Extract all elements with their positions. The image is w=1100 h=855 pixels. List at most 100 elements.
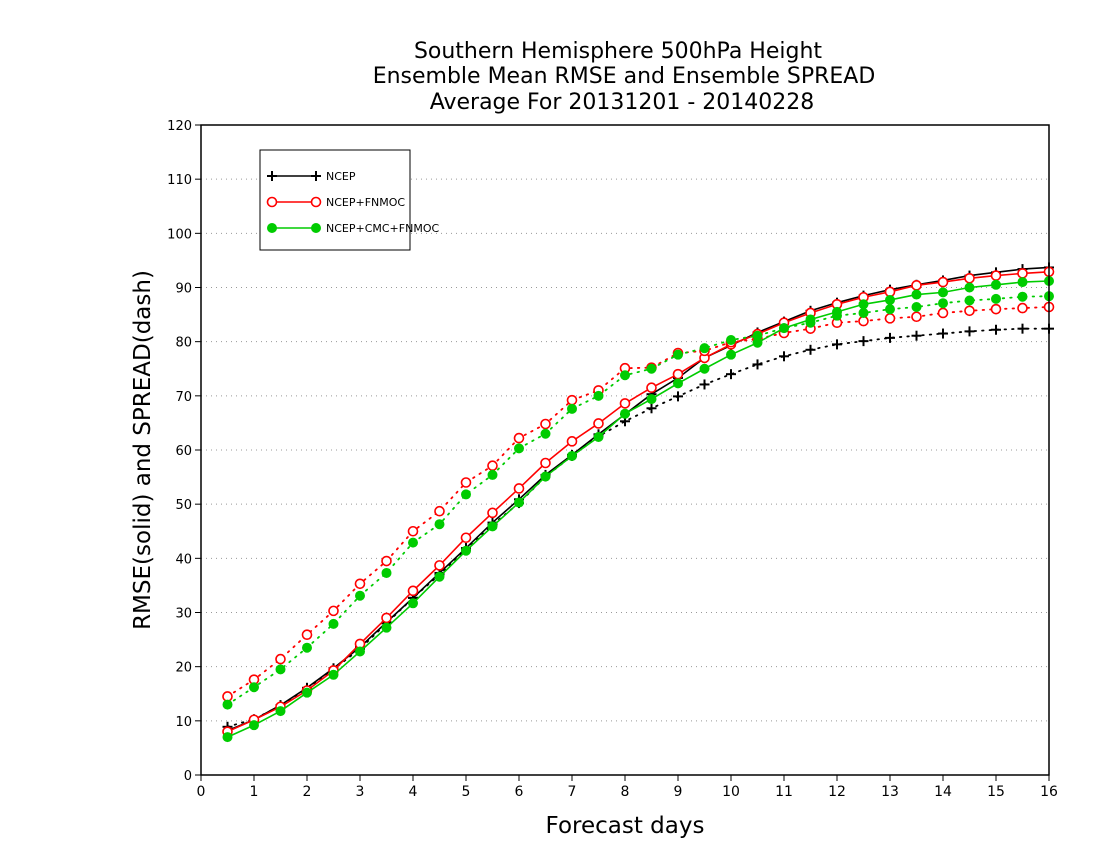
spread-point-ncep xyxy=(885,332,895,343)
chart-title: Southern Hemisphere 500hPa Height Ensemb… xyxy=(373,39,876,115)
spread-line-ncep-fnmoc xyxy=(226,306,1050,698)
rmse-line-ncep xyxy=(227,266,1050,732)
legend-marker-ncep-fnmoc xyxy=(310,196,322,208)
series-ncep xyxy=(222,262,1054,736)
y-tick-label: 50 xyxy=(175,498,192,513)
legend-label-ncep-cmc-fnmoc: NCEP+CMC+FNMOC xyxy=(326,222,439,235)
spread-point-ncep-cmc-fnmoc xyxy=(646,363,657,374)
x-tick-label: 14 xyxy=(934,784,952,800)
y-tick-label: 0 xyxy=(184,769,192,784)
rmse-point-ncep-cmc-fnmoc xyxy=(646,394,657,405)
legend: NCEP NCEP+FNMOC NCEP+CMC+FNMOC xyxy=(259,149,439,251)
spread-point-ncep-fnmoc xyxy=(328,605,339,617)
rmse-point-ncep-cmc-fnmoc xyxy=(222,732,233,743)
spread-point-ncep-fnmoc xyxy=(540,418,551,430)
spread-point-ncep-fnmoc xyxy=(513,432,525,444)
rmse-point-ncep-cmc-fnmoc xyxy=(461,545,471,556)
rmse-point-ncep-fnmoc xyxy=(619,398,631,409)
legend-marker-ncep xyxy=(311,171,321,181)
spread-point-ncep-cmc-fnmoc xyxy=(461,489,471,500)
y-tick-label: 20 xyxy=(175,661,192,676)
legend-box xyxy=(259,149,411,251)
x-tick-label: 7 xyxy=(568,784,577,800)
spread-point-ncep-fnmoc xyxy=(566,394,578,406)
spread-point-ncep-cmc-fnmoc xyxy=(752,330,763,341)
x-axis-label: Forecast days xyxy=(546,813,705,839)
x-tick-label: 3 xyxy=(356,784,365,800)
rmse-line-ncep-fnmoc xyxy=(227,270,1050,733)
y-tick-label: 10 xyxy=(175,715,192,730)
y-tick-label: 60 xyxy=(175,444,192,459)
spread-point-ncep-cmc-fnmoc xyxy=(1017,291,1028,302)
spread-point-ncep-cmc-fnmoc xyxy=(434,519,445,530)
rmse-point-ncep-cmc-fnmoc xyxy=(699,363,710,374)
rmse-point-ncep-fnmoc xyxy=(407,585,419,597)
rmse-point-ncep-cmc-fnmoc xyxy=(540,471,551,482)
spread-point-ncep-fnmoc xyxy=(1017,302,1028,314)
y-tick-label: 30 xyxy=(175,607,192,622)
x-tick-label: 11 xyxy=(775,784,793,800)
spread-point-ncep-cmc-fnmoc xyxy=(381,567,392,578)
rmse-point-ncep-cmc-fnmoc xyxy=(964,282,975,293)
rmse-point-ncep-fnmoc xyxy=(672,368,684,380)
grid xyxy=(201,178,1049,722)
spread-point-ncep xyxy=(938,328,948,339)
spread-point-ncep-fnmoc xyxy=(460,477,472,488)
spread-point-ncep-fnmoc xyxy=(301,629,313,641)
spread-point-ncep-cmc-fnmoc xyxy=(487,469,498,480)
spread-point-ncep xyxy=(805,344,816,355)
spread-point-ncep-cmc-fnmoc xyxy=(673,349,683,360)
y-tick-label: 90 xyxy=(175,282,192,297)
spread-point-ncep xyxy=(911,330,922,341)
legend-marker-ncep-cmc-fnmoc xyxy=(267,223,277,233)
spread-point-ncep-fnmoc xyxy=(487,460,498,472)
rmse-point-ncep-cmc-fnmoc xyxy=(434,571,445,582)
x-tick-label: 6 xyxy=(515,784,524,800)
x-tick-label: 13 xyxy=(881,784,899,800)
spread-point-ncep-cmc-fnmoc xyxy=(699,343,710,354)
spread-point-ncep-cmc-fnmoc xyxy=(726,335,736,346)
spread-point-ncep-cmc-fnmoc xyxy=(249,682,259,693)
legend-marker-ncep-fnmoc xyxy=(266,196,278,208)
spread-line-ncep-cmc-fnmoc xyxy=(226,295,1050,706)
x-tick-label: 9 xyxy=(674,784,683,800)
spread-point-ncep-cmc-fnmoc xyxy=(805,317,816,328)
spread-point-ncep-cmc-fnmoc xyxy=(911,302,922,312)
x-tick-label: 1 xyxy=(250,784,259,800)
rmse-point-ncep-fnmoc xyxy=(381,612,392,624)
rmse-point-ncep-cmc-fnmoc xyxy=(991,279,1001,290)
spread-point-ncep xyxy=(699,379,710,390)
rmse-point-ncep-fnmoc xyxy=(911,280,922,291)
spread-point-ncep-cmc-fnmoc xyxy=(593,390,604,401)
spread-point-ncep-fnmoc xyxy=(884,313,896,324)
spread-point-ncep-cmc-fnmoc xyxy=(540,428,551,439)
x-tick-label: 0 xyxy=(197,784,206,800)
x-tick-label: 10 xyxy=(722,784,740,800)
rmse-line-ncep-cmc-fnmoc xyxy=(227,280,1050,738)
legend-item-ncep-fnmoc: NCEP+FNMOC xyxy=(266,196,405,209)
y-tick-label: 70 xyxy=(175,390,192,405)
spread-point-ncep-cmc-fnmoc xyxy=(514,443,524,454)
spread-point-ncep xyxy=(673,391,683,402)
rmse-point-ncep-cmc-fnmoc xyxy=(355,646,365,657)
rmse-point-ncep-fnmoc xyxy=(434,560,445,571)
rmse-point-ncep-fnmoc xyxy=(566,436,578,447)
x-tick-label: 4 xyxy=(409,784,418,800)
legend-marker-ncep xyxy=(267,171,277,181)
y-tick-label: 120 xyxy=(167,119,192,134)
rmse-point-ncep-fnmoc xyxy=(540,457,551,469)
spread-point-ncep-cmc-fnmoc xyxy=(964,295,975,306)
rmse-point-ncep-cmc-fnmoc xyxy=(620,408,630,419)
chart-title-line-2: Ensemble Mean RMSE and Ensemble SPREAD xyxy=(373,64,876,89)
spread-point-ncep-fnmoc xyxy=(964,305,975,317)
spread-point-ncep xyxy=(991,324,1001,335)
rmse-point-ncep-cmc-fnmoc xyxy=(1017,277,1028,288)
spread-point-ncep-fnmoc xyxy=(407,525,419,537)
spread-point-ncep-fnmoc xyxy=(911,311,922,323)
x-tick-label: 5 xyxy=(462,784,471,800)
rmse-point-ncep-cmc-fnmoc xyxy=(593,432,604,442)
series-ncep-cmc-fnmoc xyxy=(222,276,1054,743)
rmse-point-ncep-cmc-fnmoc xyxy=(673,378,683,389)
